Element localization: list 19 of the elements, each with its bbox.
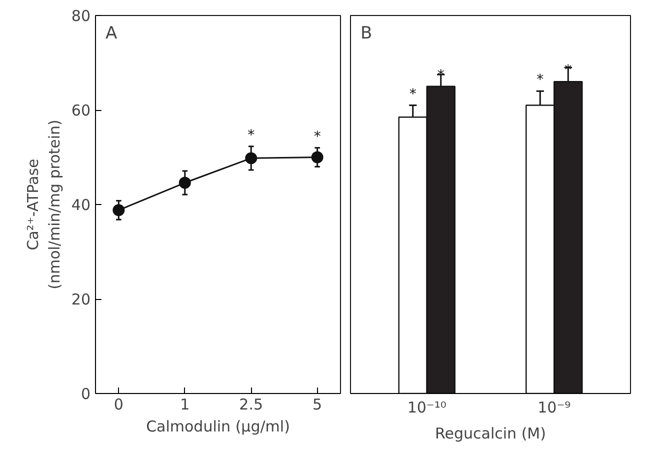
y-tick-label: 20 [71,290,91,308]
annotation: * [409,86,416,102]
y-axis-title: Ca²⁺-ATPase (nmol/min/mg protein) [24,120,64,290]
annotation: * [536,72,544,88]
x-tick-label: 10⁻⁹ [538,398,571,416]
y-tick-label: 40 [71,196,91,214]
x-tick-label: 0 [114,396,124,414]
x-tick-label: 2.5 [239,396,264,414]
annotation: B [360,24,372,44]
annotation: * [314,128,321,145]
x-axis-title: Calmodulin (μg/ml) [146,418,290,436]
x-axis-title: Regucalcin (M) [435,424,546,442]
annotation: * [248,127,255,144]
x-tick-label: 1 [180,396,190,414]
y-tick-label: 60 [71,102,91,120]
x-tick-label: 5 [312,396,322,414]
x-tick-label: 10⁻¹⁰ [407,398,446,416]
y-tick-label: 80 [71,7,91,25]
annotation: A [106,24,118,44]
